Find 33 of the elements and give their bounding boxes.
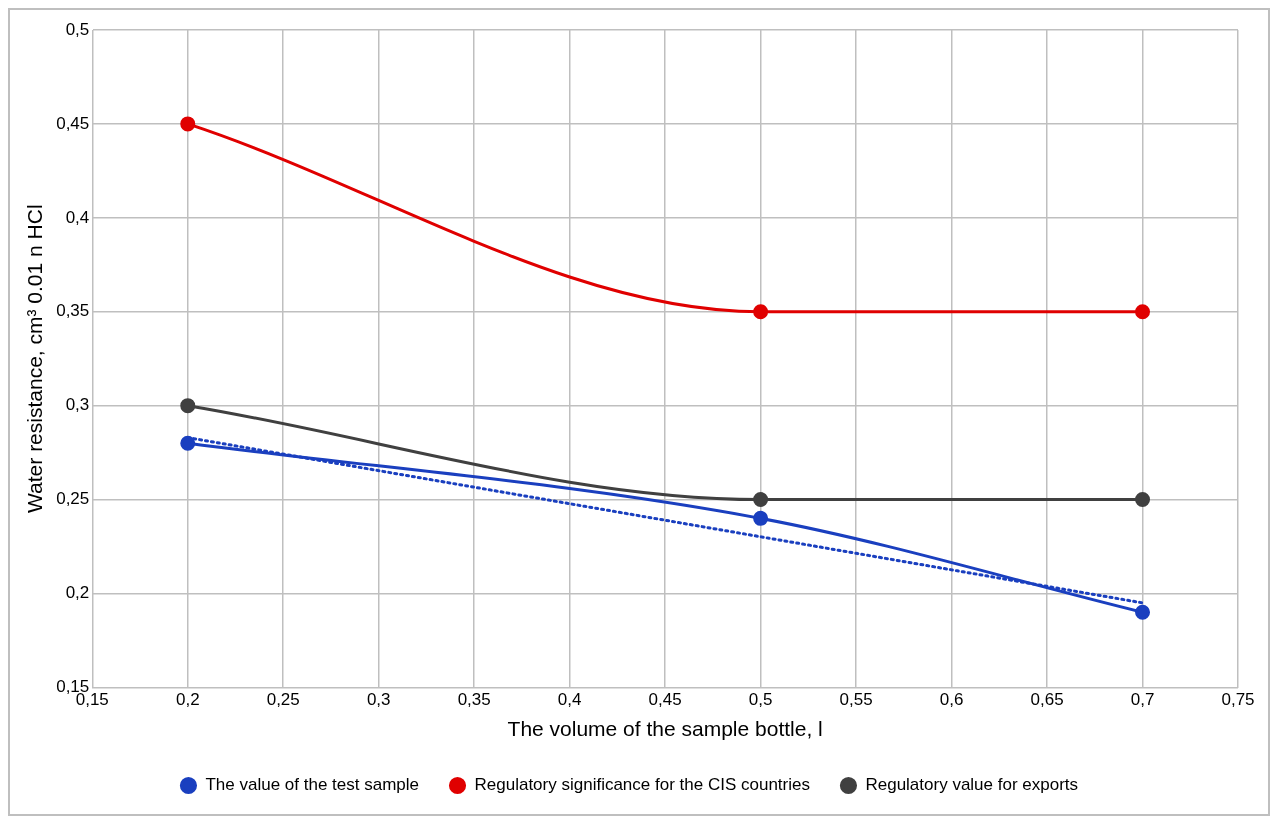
x-tick-label: 0,5 [748,690,773,710]
point [1135,304,1151,320]
y-tick-label: 0,45 [56,113,90,133]
x-tick-label: 0,55 [839,690,873,710]
x-tick-label: 0,35 [457,690,491,710]
point [753,510,769,526]
y-axis-title: Water resistance, cm³ 0.01 n HCl [23,204,47,513]
x-tick-label: 0,6 [939,690,964,710]
point [180,398,196,414]
x-tick-label: 0,4 [557,690,582,710]
y-tick-label: 0,35 [56,301,90,321]
point [753,304,769,320]
legend-label: Regulatory significance for the CIS countries [474,775,810,795]
x-tick-label: 0,75 [1221,690,1255,710]
x-tick-label: 0,3 [366,690,391,710]
point [1135,604,1151,620]
point [753,492,769,508]
y-tick-label: 0,2 [65,583,90,603]
legend-label: Regulatory value for exports [865,775,1079,795]
point [180,435,196,451]
x-tick-label: 0,25 [266,690,300,710]
y-tick-label: 0,3 [65,395,90,415]
y-tick-label: 0,4 [65,207,90,227]
x-tick-label: 0,7 [1130,690,1155,710]
y-tick-label: 0,25 [56,489,90,509]
x-tick-label: 0,45 [648,690,682,710]
x-tick-label: 0,2 [175,690,200,710]
point [180,116,196,132]
point [1135,492,1151,508]
x-tick-label: 0,65 [1030,690,1064,710]
x-axis-title: The volume of the sample bottle, l [507,717,823,741]
legend-label: The value of the test sample [205,775,420,795]
y-tick-label: 0,5 [65,19,90,39]
